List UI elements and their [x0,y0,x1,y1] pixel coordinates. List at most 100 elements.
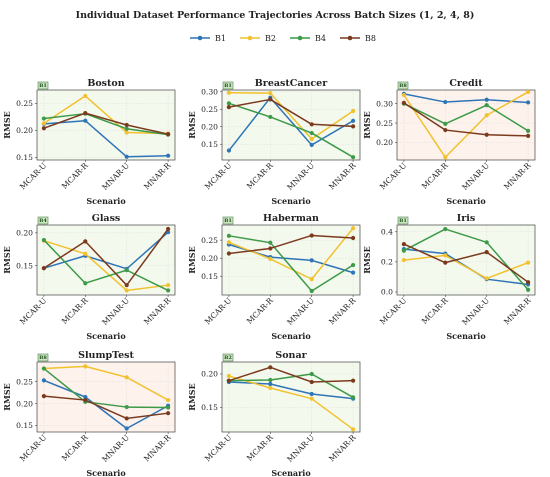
x-axis-label: Scenario [271,468,311,477]
y-tick-label: 0.15 [16,421,33,430]
subplot-haberman: Haberman B1 0.15 0.20 0.25 MCAR-U MCAR-R MNAR-U… [187,213,361,341]
subplot-title: Glass [92,213,121,224]
y-tick-label: 0.0 [381,288,393,297]
x-tick-label: MNAR-R [142,296,173,327]
legend-marker [197,35,203,41]
data-point [401,100,406,105]
data-point [226,105,231,110]
data-point [41,121,47,126]
subplot-title: SlumpTest [78,350,134,361]
data-point [309,130,314,136]
data-point [401,257,406,263]
data-point [309,391,314,397]
y-axis-label: RMSE [2,246,12,273]
data-point [124,268,129,273]
data-point [83,93,88,99]
data-point [351,378,356,383]
series-line [43,119,169,158]
badge-label: B1 [399,218,407,224]
data-point [83,111,88,116]
data-point [83,281,88,286]
axes-frame [221,89,361,161]
y-tick-label: 0.25 [376,119,393,128]
y-tick-label: 0.20 [16,229,33,238]
data-point [351,118,356,123]
data-point [83,239,88,244]
x-tick-label: MNAR-R [327,161,358,192]
x-tick-label: MNAR-U [285,433,316,464]
data-point [484,97,489,102]
series-line [403,102,529,132]
data-point [351,395,356,400]
x-axis-label: Scenario [446,331,486,341]
data-point [309,288,314,294]
y-tick-label: 0.15 [201,140,218,149]
y-tick-label: 0.15 [201,272,218,281]
x-tick-label: MNAR-R [327,296,358,327]
data-point [268,246,273,251]
subplot-title: Iris [457,213,475,224]
series-b8 [41,111,171,137]
series-line [228,381,354,400]
series-line [228,235,354,292]
data-point [526,128,531,133]
best-batch-badge: B8 [37,353,49,362]
subplot-title: Haberman [263,213,319,224]
y-tick-label: 0.25 [201,105,218,114]
subplot-sonar: Sonar B2 0.15 0.20 MCAR-U MCAR-R MNAR-U MNAR-R S… [187,350,361,477]
x-tick-label: MNAR-R [502,296,533,327]
y-tick-label: 0.20 [201,254,218,263]
y-axis-label: RMSE [187,383,197,410]
series-line [43,395,169,420]
data-point [166,283,171,288]
y-tick-label: 0.30 [376,99,393,108]
legend: B1 B2 B4 B8 [190,34,376,43]
data-point [351,226,356,231]
x-tick-label: MNAR-U [100,433,131,464]
y-axis-label: RMSE [362,246,372,273]
data-point [351,235,356,241]
series-b4 [226,101,356,160]
x-tick-label: MCAR-R [245,161,275,191]
data-point [526,89,531,95]
series-b8 [401,242,531,285]
data-point [526,287,531,292]
subplot-breastcancer: BreastCancer B1 0.15 0.20 0.25 0.30 MCAR-U MCAR… [187,78,361,206]
legend-label: B4 [315,34,326,43]
badge-box [37,353,49,362]
y-tick-label: 0.15 [201,403,218,412]
series-b2 [226,373,356,432]
series-b4 [226,233,356,294]
x-tick-label: MCAR-R [245,296,275,326]
x-tick-label: MNAR-U [285,161,316,192]
data-point [41,266,47,271]
data-point [124,283,129,288]
x-tick-label: MCAR-U [18,433,49,464]
series-b2 [401,89,531,160]
data-point [268,385,273,391]
x-tick-label: MNAR-U [460,296,491,327]
legend-item-b1: B1 [190,34,226,43]
series-line [228,366,354,383]
x-tick-label: MNAR-R [502,161,533,192]
y-tick-label: 0.20 [16,126,33,135]
data-point [166,405,171,410]
subplot-glass: Glass B4 0.15 0.20 MCAR-U MCAR-R MNAR-U MNAR-R S… [2,213,176,341]
series-line [43,239,169,292]
data-point [268,114,273,120]
x-tick-label: MCAR-R [420,296,450,326]
data-point [166,397,171,403]
y-tick-label: 0.4 [381,227,393,236]
data-point [226,148,231,153]
series-line [43,112,169,136]
data-point [351,108,356,114]
y-tick-label: 0.30 [201,87,218,96]
x-axis-label: Scenario [86,331,126,341]
data-point [83,364,88,369]
data-point [443,155,448,160]
x-tick-label: MNAR-U [285,296,316,327]
data-point [166,132,171,137]
series-line [43,228,169,286]
badge-box [37,81,49,90]
